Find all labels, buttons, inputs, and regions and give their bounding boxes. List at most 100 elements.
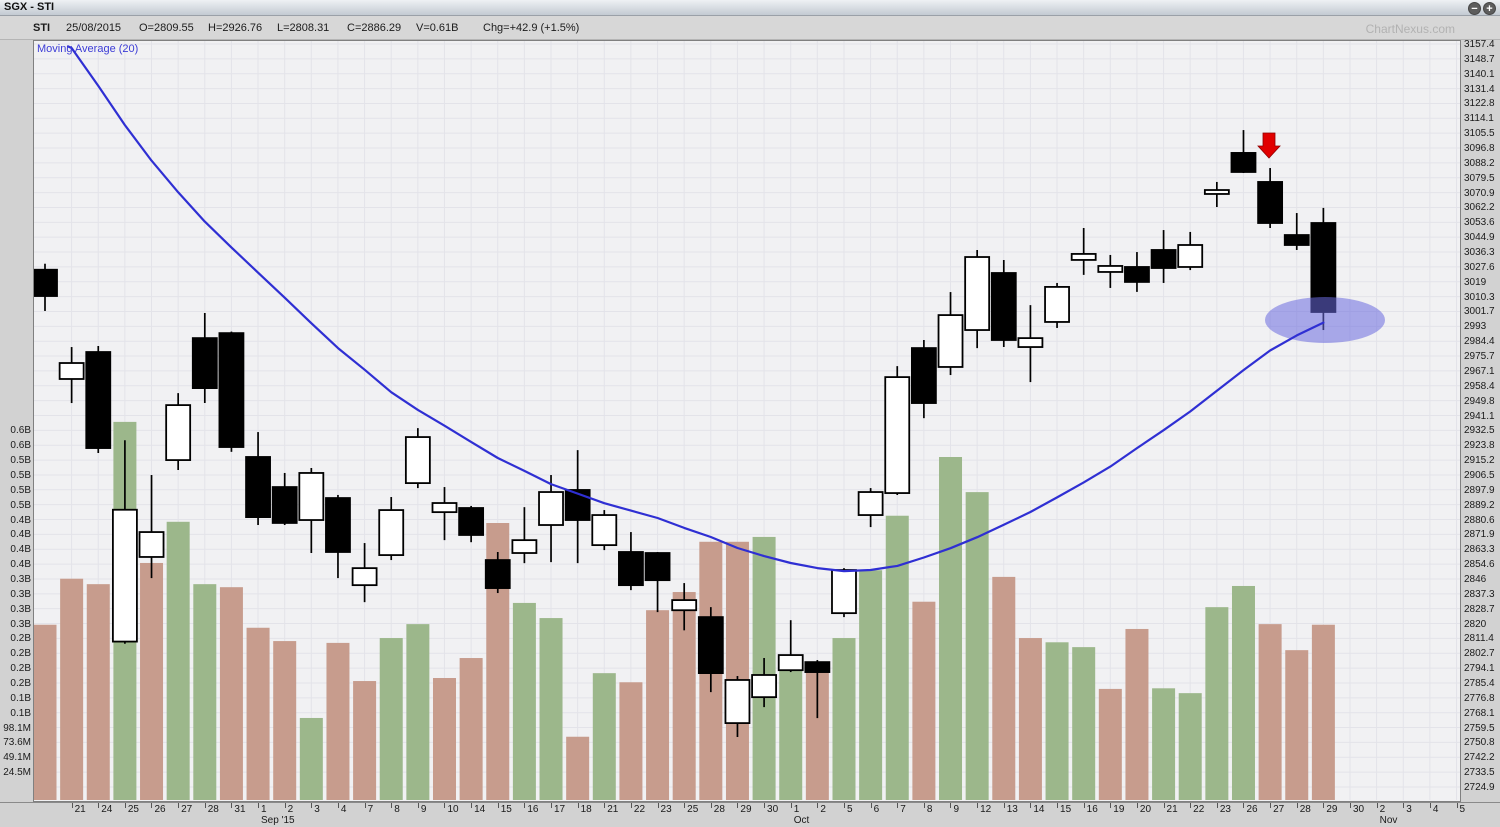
- candle-body: [1124, 266, 1150, 283]
- volume-bar: [86, 584, 110, 800]
- price-tick-label: 2742.2: [1464, 752, 1495, 764]
- date-tick-label: 3: [314, 804, 320, 815]
- volume-bar: [965, 492, 989, 800]
- price-tick-label: 2828.7: [1464, 603, 1495, 615]
- date-tick: [471, 803, 473, 808]
- price-tick-label: 2759.5: [1464, 722, 1495, 734]
- minimize-button[interactable]: −: [1468, 2, 1481, 15]
- price-tick-label: 2993: [1464, 321, 1487, 333]
- price-tick-label: 2846: [1464, 573, 1487, 585]
- date-tick-label: 10: [447, 804, 459, 815]
- date-tick-label: 27: [1273, 804, 1285, 815]
- date-tick: [577, 803, 579, 808]
- date-tick: [550, 803, 552, 808]
- candle-body: [804, 661, 831, 673]
- volume-bar: [1285, 650, 1309, 800]
- volume-bar: [566, 736, 590, 800]
- date-tick: [710, 803, 712, 808]
- price-tick-label: 3131.4: [1464, 83, 1495, 95]
- date-tick-label: 17: [553, 804, 566, 815]
- date-tick-label: 8: [926, 804, 933, 815]
- price-tick-label: 3140.1: [1464, 68, 1495, 80]
- candle-body: [1044, 286, 1070, 323]
- highlight-ellipse: [1265, 297, 1385, 343]
- price-tick-label: 2923.8: [1464, 440, 1495, 452]
- date-tick: [923, 803, 925, 808]
- volume-tick-label: 0.4B: [10, 529, 31, 541]
- price-tick-label: 2932.5: [1464, 425, 1495, 437]
- volume-bar: [353, 681, 377, 800]
- candle-body: [1177, 244, 1204, 268]
- candlestick-chart: [34, 41, 1460, 800]
- price-chart-canvas[interactable]: Moving Average (20): [33, 40, 1461, 802]
- candle-body: [85, 351, 112, 449]
- volume-bar: [859, 570, 883, 800]
- date-tick-label: 26: [154, 804, 166, 815]
- maximize-button[interactable]: +: [1483, 2, 1496, 15]
- date-tick-label: 5: [1459, 804, 1466, 815]
- quote-info-bar: STI 25/08/2015 O=2809.55 H=2926.76 L=280…: [0, 16, 1500, 40]
- price-tick-label: 3114.1: [1464, 113, 1494, 125]
- date-tick-label: 4: [1432, 804, 1439, 815]
- price-tick-label: 3036.3: [1464, 247, 1495, 259]
- price-tick-label: 3001.7: [1464, 306, 1495, 318]
- volume-tick-label: 0.5B: [10, 484, 31, 496]
- volume-tick-label: 98.1M: [3, 722, 31, 734]
- price-tick-label: 3122.8: [1464, 98, 1495, 110]
- date-tick: [524, 803, 526, 808]
- quote-date: 25/08/2015: [66, 22, 122, 34]
- candle-body: [1017, 337, 1044, 348]
- volume-bar: [486, 523, 510, 800]
- volume-bar: [885, 515, 909, 800]
- date-tick-label: 16: [1086, 804, 1098, 815]
- price-axis: 3157.4 3148.7 3140.1 3131.4 3122.8 3114.1 3105…: [1461, 39, 1500, 802]
- candle-body: [34, 268, 58, 297]
- date-tick: [1296, 803, 1298, 808]
- volume-bar: [1125, 628, 1149, 800]
- date-tick-label: 26: [1246, 804, 1258, 815]
- volume-tick-label: 73.6M: [3, 737, 31, 749]
- quote-low: L=2808.31: [277, 22, 330, 34]
- candle-body: [165, 404, 192, 461]
- date-tick: [897, 803, 899, 808]
- date-tick-label: 23: [660, 804, 672, 815]
- candle-body: [484, 559, 511, 589]
- date-tick-label: 18: [580, 804, 592, 815]
- volume-bar: [60, 578, 84, 800]
- volume-bar: [34, 624, 57, 800]
- price-tick-label: 3088.2: [1464, 157, 1495, 169]
- date-tick: [1429, 803, 1431, 808]
- volume-bar: [273, 641, 297, 800]
- volume-tick-label: 0.2B: [10, 663, 31, 675]
- candle-body: [58, 362, 85, 380]
- candle-body: [458, 507, 485, 536]
- volume-bar: [1205, 607, 1229, 800]
- volume-tick-label: 0.2B: [10, 633, 31, 645]
- symbol-label: STI: [33, 22, 51, 34]
- date-tick: [657, 803, 659, 808]
- date-tick: [1349, 803, 1351, 808]
- volume-bar: [140, 562, 164, 800]
- candle-body: [138, 531, 165, 558]
- volume-bar: [1098, 688, 1122, 800]
- date-tick-label: 20: [1139, 804, 1152, 815]
- quote-change: Chg=+42.9 (+1.5%): [483, 22, 580, 34]
- price-tick-label: 2906.5: [1464, 469, 1495, 481]
- candle-body: [378, 509, 405, 556]
- date-tick-label: 4: [340, 804, 347, 815]
- price-tick-label: 2794.1: [1464, 663, 1495, 675]
- date-tick: [98, 803, 100, 808]
- quote-close: C=2886.29: [347, 22, 402, 34]
- date-tick: [630, 803, 632, 808]
- candle-body: [1230, 152, 1257, 173]
- date-tick-label: 15: [500, 804, 512, 815]
- volume-bar: [432, 678, 456, 800]
- date-tick-label: 7: [367, 804, 374, 815]
- date-tick: [497, 803, 499, 808]
- volume-tick-label: 49.1M: [3, 752, 31, 764]
- volume-bar: [166, 521, 190, 800]
- candle-body: [111, 508, 138, 643]
- candle-body: [351, 567, 378, 587]
- volume-tick-label: 0.5B: [10, 469, 31, 481]
- candle-body: [218, 332, 245, 448]
